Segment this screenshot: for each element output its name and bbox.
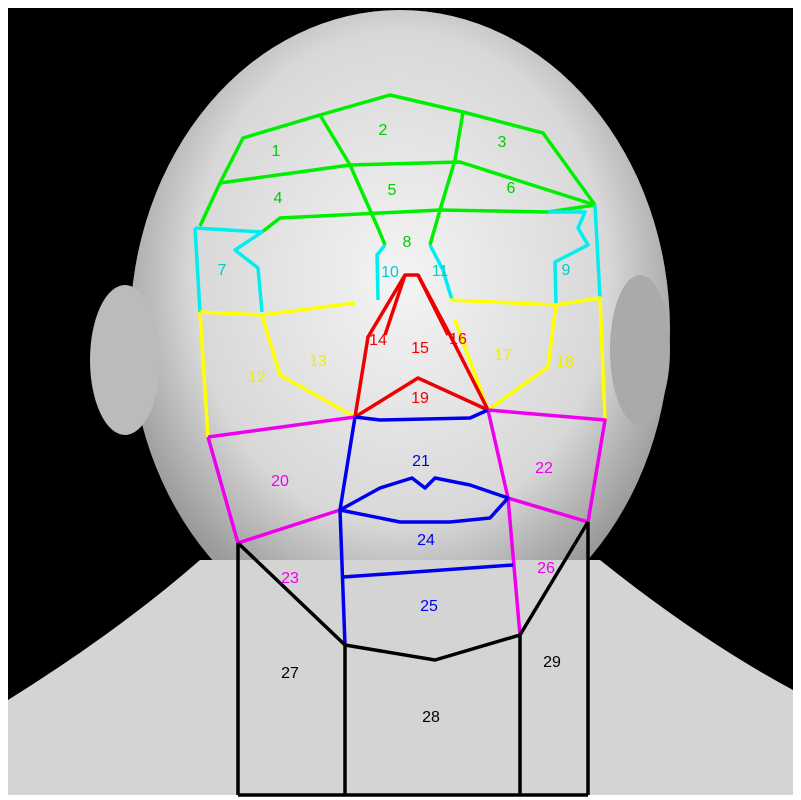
region-label: 3 <box>498 134 507 151</box>
region-label: 13 <box>309 353 327 370</box>
region-label: 6 <box>507 180 516 197</box>
region-label: 2 <box>379 122 388 139</box>
neck-shoulders <box>8 560 793 795</box>
region-lines <box>193 93 607 797</box>
region-label: 10 <box>381 264 399 281</box>
region-label: 26 <box>537 560 555 577</box>
region-label: 1 <box>272 143 281 160</box>
region-label: 16 <box>449 331 467 348</box>
region-label: 22 <box>535 460 553 477</box>
region-label: 5 <box>388 182 397 199</box>
region-label: 17 <box>494 347 512 364</box>
region-label: 19 <box>411 390 429 407</box>
region-label: 11 <box>432 263 449 280</box>
region-label: 21 <box>412 453 430 470</box>
region-label: 27 <box>281 665 299 682</box>
head <box>130 10 670 650</box>
region-label: 25 <box>420 598 438 615</box>
region-label: 18 <box>556 354 574 371</box>
left-ear <box>90 285 160 435</box>
region-label: 23 <box>281 570 299 587</box>
region-label: 28 <box>422 709 440 726</box>
region-label: 8 <box>403 234 412 251</box>
right-ear <box>610 275 670 425</box>
region-label: 20 <box>271 473 289 490</box>
region-label: 29 <box>543 654 561 671</box>
region-label: 15 <box>411 340 429 357</box>
region-label: 12 <box>248 369 266 386</box>
region-label: 4 <box>274 190 283 207</box>
region-label: 24 <box>417 532 435 549</box>
region-label: 9 <box>562 262 571 279</box>
region-label: 14 <box>369 332 387 349</box>
region-label: 7 <box>218 262 227 279</box>
